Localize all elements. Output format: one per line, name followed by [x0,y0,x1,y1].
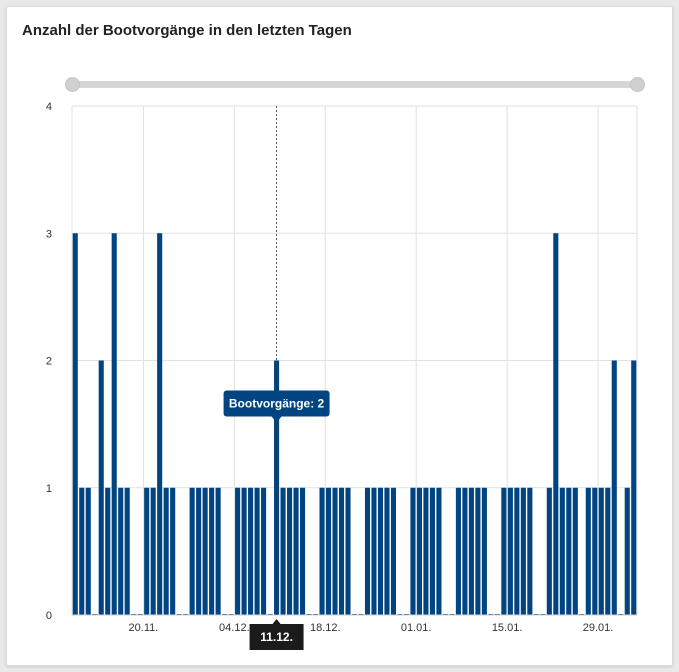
bar [287,487,293,615]
bar [209,487,215,615]
bar [293,487,299,615]
bar [475,487,481,615]
x-tick-label: 15.01. [492,622,523,634]
range-slider-left-handle[interactable] [65,77,80,92]
bar [592,487,598,615]
y-tick-label: 4 [46,101,52,113]
bar [501,487,507,615]
crosshair-label-box [249,624,304,650]
bar [364,487,371,615]
bar [325,487,332,615]
bar [280,487,286,615]
bar [215,487,221,615]
bar [241,487,247,615]
bar [299,487,306,615]
chart-bars [72,233,637,615]
tooltip-text: Bootvorgänge: 2 [229,397,325,411]
bar [98,360,104,615]
chart-title: Anzahl der Bootvorgänge in den letzten T… [22,22,352,39]
bar [79,487,85,615]
bar [598,487,604,615]
bar [150,487,156,615]
bar [170,487,176,615]
crosshair-label-pointer [272,619,281,624]
bar [345,487,351,615]
bar [566,487,572,615]
bar [124,487,130,615]
bar [553,233,559,615]
y-tick-label: 3 [46,228,52,240]
bar [507,487,513,615]
bar [520,487,526,615]
bar [189,487,195,615]
bar [514,487,520,615]
y-tick-label: 2 [46,356,52,368]
bar [546,487,552,615]
bar [527,487,533,615]
chart-grid [71,105,638,616]
bar [436,487,442,615]
x-tick-label: 04.12. [219,622,250,634]
bar [118,487,124,615]
bar [72,233,78,615]
bar [611,360,617,615]
y-tick-label: 0 [46,610,52,622]
x-tick-label: 01.01. [401,622,432,634]
bar [377,487,384,615]
chart-axes: 0 1 2 3 4 20.11. 04.12. 18.12. 01.01. 15.01. 29.01… [46,101,637,634]
x-tick-label: 20.11. [129,622,159,634]
bar [332,487,338,615]
x-tick-label: 18.12. [310,622,341,634]
bar [559,487,565,615]
bar [235,487,241,615]
bar [319,487,325,615]
bar [144,487,150,615]
bar [416,487,422,615]
bar [105,487,111,615]
bar [572,487,578,615]
bar [624,487,630,615]
chart-overlay: Bootvorgänge: 2 11.12. [223,106,330,650]
bar [261,487,267,615]
bar [468,487,474,615]
bar [585,487,591,615]
tooltip-pointer [271,416,282,423]
crosshair-date-label: 11.12. [249,619,304,650]
bar [202,487,208,615]
bar [605,487,611,615]
y-tick-label: 1 [46,483,52,495]
tooltip-box [223,390,330,417]
bar [248,487,254,615]
bar [390,487,397,615]
bar [338,487,345,615]
bar [410,487,416,615]
bar [371,487,377,615]
crosshair-label-text: 11.12. [260,630,293,644]
bar [157,233,163,615]
bar [163,487,169,615]
tooltip: Bootvorgänge: 2 [223,390,330,423]
bar [423,487,429,615]
bar [462,487,468,615]
bar [455,487,461,615]
bar [111,233,117,615]
range-slider-track[interactable] [72,81,638,88]
bar [85,487,91,615]
x-tick-label: 29.01. [583,622,614,634]
bar [254,487,260,615]
bar [631,360,637,615]
bar [196,487,202,615]
bar [384,487,390,615]
bar [481,487,487,615]
range-slider-right-handle[interactable] [630,77,645,92]
bar [429,487,435,615]
